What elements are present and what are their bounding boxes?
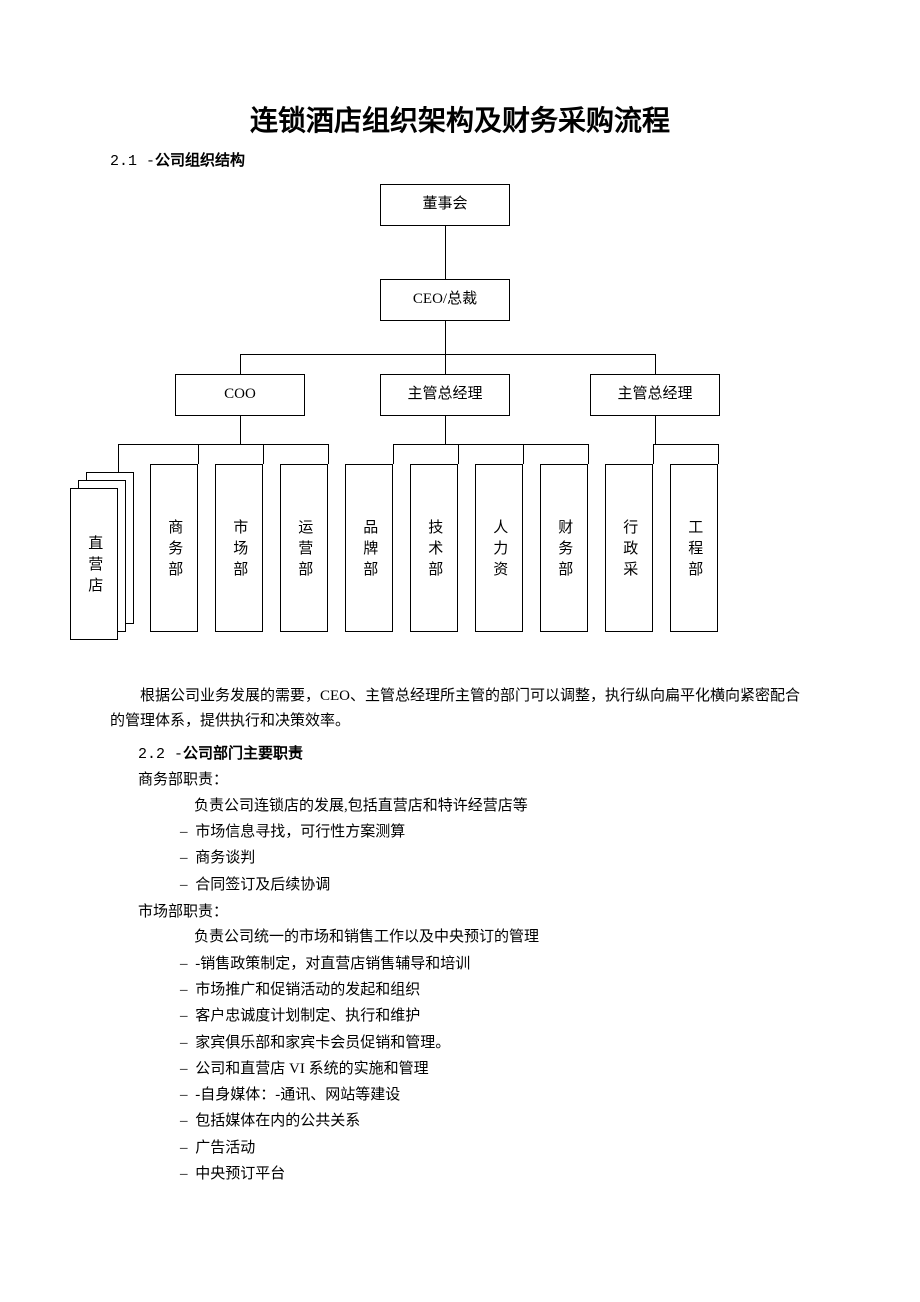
mkt-item: 广告活动 [180, 1135, 810, 1161]
node-dept-8: 工程部 [670, 464, 718, 632]
page-title: 连锁酒店组织架构及财务采购流程 [110, 100, 810, 142]
biz-item: 商务谈判 [180, 845, 810, 871]
mkt-item: 包括媒体在内的公共关系 [180, 1108, 810, 1134]
biz-dept-title: 商务部职责： [138, 768, 810, 794]
connector [263, 444, 264, 464]
mkt-item: 家宾俱乐部和家宾卡会员促销和管理。 [180, 1030, 810, 1056]
connector [653, 444, 718, 445]
connector [655, 416, 656, 444]
section-2-1-label: 公司组织结构 [155, 153, 245, 169]
connector [588, 444, 589, 464]
connector [445, 226, 446, 279]
mkt-dept-title: 市场部职责： [138, 900, 810, 926]
node-direct: 直营店 [70, 488, 118, 640]
node-ceo: CEO/总裁 [380, 279, 510, 321]
mkt-item: 客户忠诚度计划制定、执行和维护 [180, 1003, 810, 1029]
mkt-item: -销售政策制定，对直营店销售辅导和培训 [180, 951, 810, 977]
mkt-dept-desc: 负责公司统一的市场和销售工作以及中央预订的管理 [194, 925, 810, 951]
connector [655, 354, 656, 374]
section-2-1-heading: 2.1 -公司组织结构 [110, 150, 810, 174]
node-board: 董事会 [380, 184, 510, 226]
mkt-item: -自身媒体：-通讯、网站等建设 [180, 1082, 810, 1108]
connector [393, 444, 394, 464]
section-2-2-heading: 2.2 -公司部门主要职责 [138, 743, 810, 767]
connector [240, 354, 241, 374]
node-dept-3: 品牌部 [345, 464, 393, 632]
connector [118, 444, 119, 472]
connector [240, 416, 241, 444]
connector [393, 444, 588, 445]
mkt-item: 中央预订平台 [180, 1161, 810, 1187]
node-dept-0: 商务部 [150, 464, 198, 632]
connector [653, 444, 654, 464]
connector [523, 444, 524, 464]
biz-dept-desc: 负责公司连锁店的发展,包括直营店和特许经营店等 [194, 794, 810, 820]
mkt-item: 公司和直营店 VI 系统的实施和管理 [180, 1056, 810, 1082]
node-dept-1: 市场部 [215, 464, 263, 632]
connector [328, 444, 329, 464]
biz-bullet-list: 市场信息寻找，可行性方案测算商务谈判合同签订及后续协调 [180, 819, 810, 898]
connector [445, 321, 446, 354]
node-gm1: 主管总经理 [380, 374, 510, 416]
section-2-2-num: 2.2 - [138, 746, 183, 763]
biz-item: 市场信息寻找，可行性方案测算 [180, 819, 810, 845]
connector [445, 416, 446, 444]
section-2-1-num: 2.1 - [110, 153, 155, 170]
section-2-2-label: 公司部门主要职责 [183, 746, 303, 762]
mkt-bullet-list: -销售政策制定，对直营店销售辅导和培训市场推广和促销活动的发起和组织客户忠诚度计… [180, 951, 810, 1187]
node-coo: COO [175, 374, 305, 416]
connector [718, 444, 719, 464]
node-gm2: 主管总经理 [590, 374, 720, 416]
connector [118, 444, 328, 445]
connector [240, 354, 655, 355]
connector [445, 354, 446, 374]
node-dept-2: 运营部 [280, 464, 328, 632]
node-dept-4: 技术部 [410, 464, 458, 632]
connector [458, 444, 459, 464]
node-dept-7: 行政采 [605, 464, 653, 632]
node-dept-6: 财务部 [540, 464, 588, 632]
node-dept-5: 人力资 [475, 464, 523, 632]
org-chart: 董事会CEO/总裁COO主管总经理主管总经理直营店商务部市场部运营部品牌部技术部… [110, 184, 810, 664]
biz-item: 合同签订及后续协调 [180, 872, 810, 898]
mkt-item: 市场推广和促销活动的发起和组织 [180, 977, 810, 1003]
paragraph-intro: 根据公司业务发展的需要，CEO、主管总经理所主管的部门可以调整，执行纵向扁平化横… [110, 684, 810, 735]
connector [198, 444, 199, 464]
